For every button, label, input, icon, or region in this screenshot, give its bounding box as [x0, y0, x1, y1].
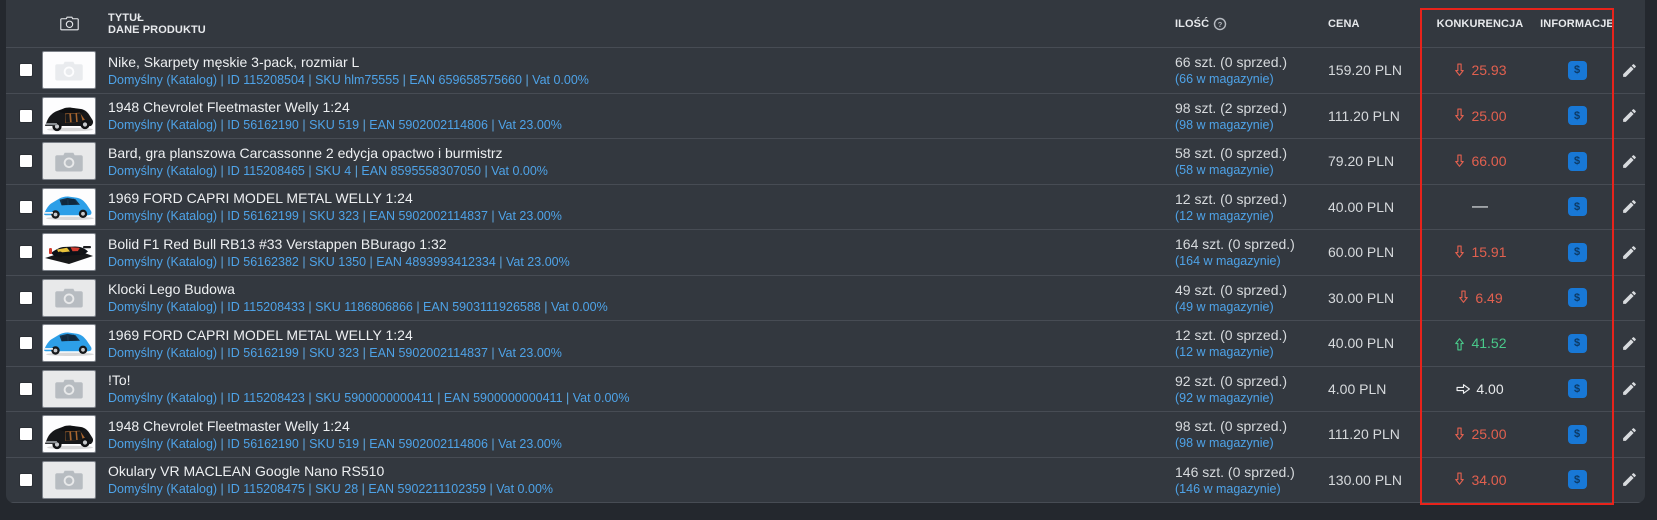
svg-text:?: ? [1218, 19, 1223, 28]
